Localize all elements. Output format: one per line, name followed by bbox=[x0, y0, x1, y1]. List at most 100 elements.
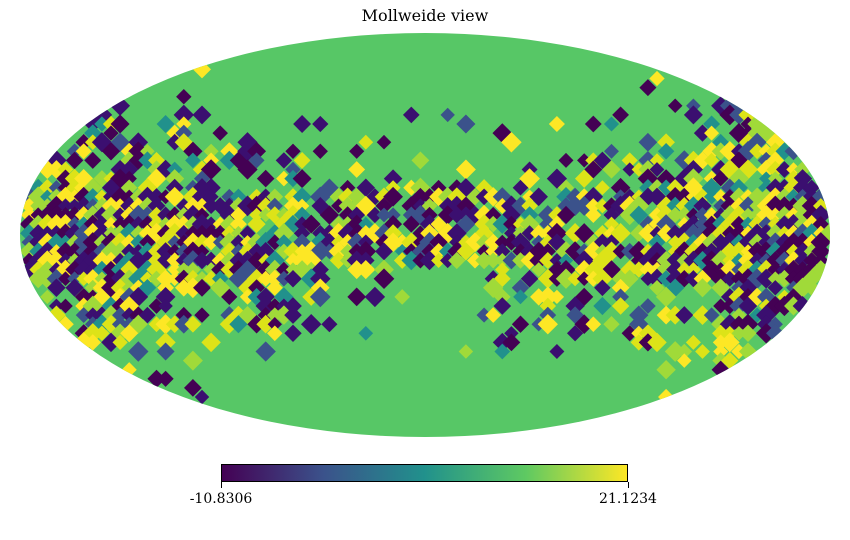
map-pixel bbox=[640, 298, 656, 314]
map-pixel bbox=[158, 298, 173, 314]
map-pixel bbox=[582, 241, 604, 262]
map-pixel bbox=[610, 223, 631, 244]
map-pixel bbox=[47, 278, 66, 298]
map-pixel bbox=[758, 216, 774, 232]
map-pixel bbox=[101, 142, 121, 161]
map-pixel bbox=[283, 214, 303, 234]
map-pixel bbox=[476, 234, 493, 251]
map-pixel bbox=[93, 170, 111, 188]
map-pixel bbox=[94, 189, 110, 205]
map-pixel bbox=[494, 253, 510, 268]
map-pixel bbox=[704, 125, 720, 141]
map-pixel bbox=[537, 286, 559, 308]
map-pixel bbox=[628, 241, 650, 262]
map-pixel bbox=[503, 215, 520, 233]
map-pixel bbox=[101, 332, 121, 353]
map-pixel bbox=[521, 197, 538, 215]
map-pixel bbox=[685, 334, 701, 350]
map-pixel bbox=[348, 161, 366, 178]
map-pixel bbox=[247, 215, 266, 234]
map-pixel bbox=[56, 241, 75, 261]
map-pixel bbox=[731, 325, 747, 341]
map-pixel bbox=[93, 197, 110, 214]
map-pixel bbox=[694, 188, 711, 206]
map-pixel bbox=[266, 188, 284, 206]
map-pixel bbox=[402, 106, 420, 124]
colorbar-min-tick bbox=[221, 482, 222, 488]
map-pixel bbox=[121, 170, 137, 187]
map-pixel bbox=[676, 262, 692, 278]
map-pixel bbox=[701, 177, 722, 198]
map-pixel bbox=[167, 235, 182, 250]
map-pixel bbox=[328, 241, 349, 262]
map-pixel bbox=[703, 207, 720, 223]
map-pixel bbox=[646, 268, 668, 289]
map-pixel bbox=[193, 278, 211, 297]
map-pixel bbox=[775, 142, 794, 161]
map-pixel bbox=[101, 205, 121, 225]
map-pixel bbox=[239, 289, 256, 305]
map-pixel bbox=[702, 232, 721, 252]
map-pixel bbox=[511, 196, 530, 216]
map-pixel bbox=[300, 313, 322, 335]
map-pixel bbox=[248, 279, 266, 297]
map-pixel bbox=[257, 197, 275, 215]
map-pixel bbox=[775, 242, 794, 261]
map-pixel bbox=[512, 252, 529, 269]
map-pixel bbox=[593, 151, 612, 170]
map-pixel bbox=[220, 251, 238, 270]
map-pixel bbox=[167, 243, 183, 259]
map-pixel bbox=[230, 234, 247, 251]
map-pixel bbox=[193, 197, 211, 214]
map-pixel bbox=[176, 89, 192, 105]
map-pixel bbox=[712, 352, 730, 369]
map-pixel bbox=[138, 151, 157, 170]
map-pixel bbox=[738, 105, 758, 125]
map-pixel bbox=[203, 216, 219, 232]
map-pixel bbox=[446, 223, 467, 244]
map-pixel bbox=[128, 151, 148, 170]
map-pixel bbox=[58, 271, 73, 287]
map-pixel bbox=[529, 251, 549, 270]
map-pixel bbox=[720, 178, 739, 197]
map-pixel bbox=[264, 259, 285, 280]
map-pixel bbox=[329, 251, 348, 270]
map-pixel bbox=[358, 134, 374, 150]
map-pixel bbox=[585, 207, 602, 223]
map-pixel bbox=[602, 260, 621, 279]
map-pixel bbox=[65, 278, 84, 297]
map-pixel bbox=[401, 250, 422, 271]
map-pixel bbox=[612, 288, 630, 306]
map-pixel bbox=[312, 115, 329, 133]
map-pixel bbox=[719, 314, 740, 335]
map-pixel bbox=[603, 316, 620, 333]
map-pixel bbox=[274, 305, 294, 325]
map-pixel bbox=[501, 131, 522, 153]
map-pixel bbox=[610, 177, 631, 198]
map-pixel bbox=[48, 180, 64, 196]
map-pixel bbox=[728, 168, 750, 189]
map-pixel bbox=[221, 188, 238, 205]
map-pixel bbox=[629, 314, 649, 334]
map-pixel bbox=[173, 104, 194, 126]
map-pixel bbox=[539, 251, 557, 270]
map-pixel bbox=[229, 215, 247, 233]
map-pixel bbox=[620, 260, 640, 280]
map-pixel bbox=[139, 215, 156, 233]
map-pixel bbox=[767, 280, 783, 296]
map-pixel bbox=[120, 234, 138, 251]
map-pixel bbox=[203, 143, 219, 159]
map-pixel bbox=[585, 152, 602, 169]
map-pixel bbox=[156, 242, 175, 261]
map-pixel bbox=[604, 143, 619, 159]
map-pixel bbox=[555, 268, 577, 289]
map-pixel bbox=[656, 360, 676, 380]
map-pixel bbox=[147, 196, 166, 215]
map-pixel bbox=[331, 198, 346, 214]
map-pixel bbox=[584, 260, 603, 279]
map-title: Mollweide view bbox=[361, 6, 489, 25]
map-pixel bbox=[511, 315, 530, 333]
map-pixel bbox=[585, 316, 602, 333]
map-pixel bbox=[201, 332, 221, 353]
map-pixel bbox=[73, 186, 94, 207]
